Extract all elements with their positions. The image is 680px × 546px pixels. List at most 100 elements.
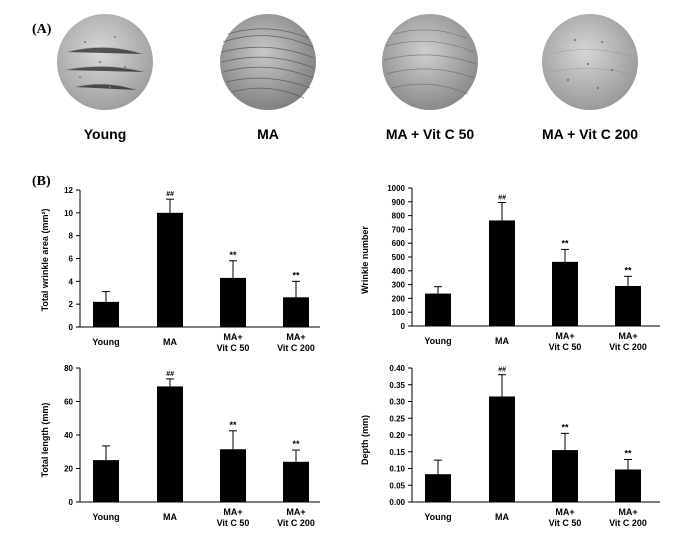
significance-mark: ## (166, 371, 174, 378)
y-tick-label: 0.00 (389, 498, 405, 507)
y-tick-label: 300 (392, 281, 406, 290)
category-label: MA+ (223, 507, 242, 517)
category-label: Young (92, 512, 119, 522)
y-tick-label: 700 (392, 225, 406, 234)
bar (552, 261, 578, 326)
significance-mark: ## (498, 194, 506, 201)
bar (552, 450, 578, 502)
bar (220, 449, 246, 502)
significance-mark: ## (498, 367, 506, 374)
category-label: MA+ (555, 507, 574, 517)
bar (220, 277, 246, 327)
chart-wrinkle-number: 0 100 200 300 400 500 600 700 800 900 1000 Wrinkle … (360, 184, 660, 352)
y-tick-label: 400 (392, 267, 406, 276)
chart-total-wrinkle-area: 0 2 4 6 8 10 12 Total wrinkle area (mm²) Young ##… (40, 186, 320, 353)
bar (157, 212, 183, 327)
bar (425, 474, 451, 502)
category-label: MA (495, 336, 509, 346)
panel-a-label: (A) (32, 22, 52, 37)
category-label: Young (424, 512, 451, 522)
bar (615, 469, 641, 502)
category-label: MA (495, 512, 509, 522)
category-label: MA+ (618, 507, 637, 517)
significance-mark: ** (561, 238, 569, 248)
bar (489, 220, 515, 326)
y-axis-label: Depth (mm) (360, 415, 370, 465)
y-tick-label: 500 (392, 253, 406, 262)
category-label: MA+ (286, 507, 305, 517)
category-label: MA+ (223, 332, 242, 342)
significance-mark: ** (292, 439, 300, 449)
y-tick-label: 60 (64, 398, 73, 407)
bar (283, 297, 309, 327)
y-axis-label: Total length (mm) (40, 403, 50, 478)
y-tick-label: 0.30 (389, 398, 405, 407)
significance-mark: ** (229, 250, 237, 260)
category-label: Young (424, 336, 451, 346)
category-label: Young (92, 337, 119, 347)
y-tick-label: 0 (69, 498, 74, 507)
skin-replica-photo-ma-vit-c-200 (540, 12, 640, 112)
category-label: MA+ (618, 331, 637, 341)
category-label: Vit C 50 (217, 518, 250, 528)
y-tick-label: 80 (64, 364, 73, 373)
chart-total-length: 0 20 40 60 80 Total length (mm) Young ## MA ** MA+… (40, 364, 320, 528)
category-label: Vit C 200 (277, 343, 315, 353)
y-tick-label: 0.25 (389, 414, 405, 423)
sample-label-ma-vit-c-200: MA + Vit C 200 (541, 126, 639, 142)
y-tick-label: 8 (69, 232, 74, 241)
category-label: Vit C 200 (609, 342, 647, 352)
y-tick-label: 6 (69, 255, 74, 264)
y-tick-label: 40 (64, 431, 73, 440)
category-label: Vit C 50 (217, 343, 250, 353)
y-tick-label: 0.10 (389, 465, 405, 474)
y-axis-label: Wrinkle number (360, 226, 370, 294)
y-tick-label: 10 (64, 209, 73, 218)
category-label: Vit C 200 (609, 518, 647, 528)
panel-b-label: (B) (32, 174, 51, 189)
category-label: MA (163, 337, 177, 347)
y-tick-label: 1000 (387, 184, 405, 193)
y-tick-label: 0.20 (389, 431, 405, 440)
category-label: MA+ (286, 332, 305, 342)
y-tick-label: 0.05 (389, 481, 405, 490)
y-tick-label: 0.35 (389, 381, 405, 390)
significance-mark: ** (624, 448, 632, 458)
sample-label-ma-vit-c-50: MA + Vit C 50 (385, 126, 475, 142)
y-tick-label: 2 (69, 300, 74, 309)
sample-label-ma: MA (257, 126, 279, 142)
y-tick-label: 20 (64, 465, 73, 474)
bar (615, 285, 641, 326)
significance-mark: ** (229, 420, 237, 430)
sample-label-young: Young (83, 126, 127, 142)
category-label: MA+ (555, 331, 574, 341)
bar (157, 386, 183, 502)
category-label: Vit C 50 (549, 518, 582, 528)
category-label: Vit C 200 (277, 518, 315, 528)
y-tick-label: 12 (64, 186, 73, 195)
category-label: Vit C 50 (549, 342, 582, 352)
y-tick-label: 0 (401, 322, 406, 331)
bar (425, 293, 451, 326)
significance-mark: ** (561, 422, 569, 432)
significance-mark: ** (292, 270, 300, 280)
significance-mark: ## (166, 191, 174, 198)
category-label: MA (163, 512, 177, 522)
y-axis-label: Total wrinkle area (mm²) (40, 209, 50, 312)
bar (93, 460, 119, 502)
y-tick-label: 200 (392, 294, 406, 303)
y-tick-label: 0.40 (389, 364, 405, 373)
bar (489, 396, 515, 502)
skin-replica-photo-ma (218, 12, 318, 112)
bar (283, 461, 309, 502)
y-tick-label: 4 (69, 277, 74, 286)
skin-replica-photo-ma-vit-c-50 (380, 12, 480, 112)
y-tick-label: 0.15 (389, 448, 405, 457)
chart-depth: 0.00 0.05 0.10 0.15 0.20 0.25 0.30 0.35 0.40 Dept… (360, 364, 660, 528)
significance-mark: ** (624, 265, 632, 275)
bar (93, 301, 119, 327)
y-tick-label: 800 (392, 212, 406, 221)
y-tick-label: 100 (392, 308, 406, 317)
y-tick-label: 0 (69, 323, 74, 332)
skin-replica-photo-young (55, 12, 155, 112)
